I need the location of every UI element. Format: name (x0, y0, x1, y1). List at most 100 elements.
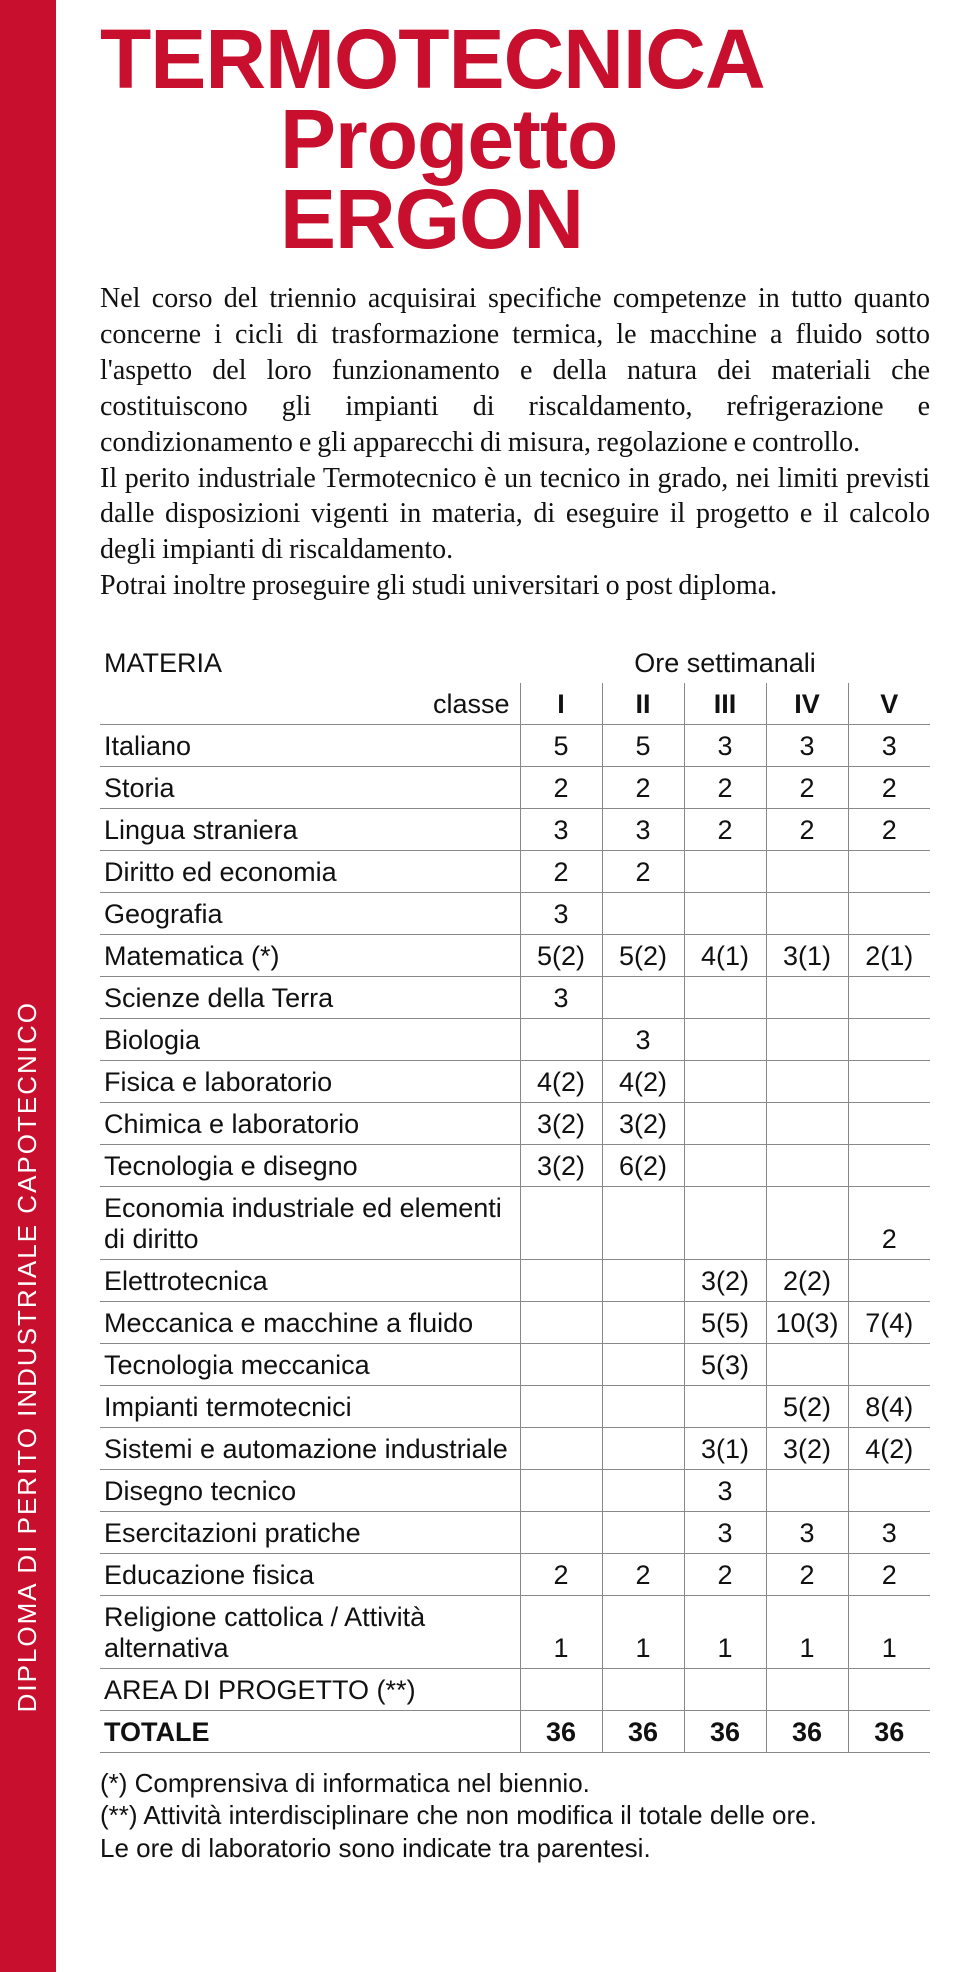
value-cell (602, 1511, 684, 1553)
hdr-roman-1: I (520, 683, 602, 725)
value-cell: 4(1) (684, 934, 766, 976)
intro-text: Nel corso del triennio acquisirai specif… (100, 281, 930, 603)
value-cell: 2 (602, 766, 684, 808)
table-row: Tecnologia meccanica5(3) (100, 1343, 930, 1385)
value-cell (520, 1469, 602, 1511)
hdr-classe: classe (100, 683, 520, 725)
value-cell (602, 1259, 684, 1301)
subject-cell: Storia (100, 766, 520, 808)
value-cell (602, 1343, 684, 1385)
value-cell (684, 1668, 766, 1710)
subject-cell: Disegno tecnico (100, 1469, 520, 1511)
subject-cell: Tecnologia e disegno (100, 1144, 520, 1186)
footnote-b: (**) Attività interdisciplinare che non … (100, 1799, 930, 1832)
value-cell (848, 1668, 930, 1710)
value-cell (848, 1343, 930, 1385)
value-cell: 2 (602, 1553, 684, 1595)
value-cell (848, 1469, 930, 1511)
hdr-roman-5: V (848, 683, 930, 725)
value-cell: 5(3) (684, 1343, 766, 1385)
value-cell: 3 (602, 1018, 684, 1060)
value-cell (520, 1018, 602, 1060)
value-cell (520, 1259, 602, 1301)
page-title-line2: Progetto ERGON (100, 100, 930, 260)
value-cell: 2 (520, 766, 602, 808)
value-cell: 3 (684, 1469, 766, 1511)
value-cell (766, 1186, 848, 1259)
subject-cell: Matematica (*) (100, 934, 520, 976)
value-cell (520, 1427, 602, 1469)
subject-cell: Meccanica e macchine a fluido (100, 1301, 520, 1343)
intro-p3: Potrai inoltre proseguire gli studi univ… (100, 570, 777, 601)
value-cell: 5(2) (520, 934, 602, 976)
page-content: TERMOTECNICA Progetto ERGON Nel corso de… (100, 20, 930, 1864)
value-cell: 3(2) (602, 1102, 684, 1144)
value-cell (684, 1102, 766, 1144)
value-cell: 5(5) (684, 1301, 766, 1343)
value-cell (684, 892, 766, 934)
value-cell (766, 976, 848, 1018)
subject-cell: Educazione fisica (100, 1553, 520, 1595)
sidebar-diploma-label: DIPLOMA DI PERITO INDUSTRIALE CAPOTECNIC… (12, 1001, 43, 1712)
value-cell (602, 1186, 684, 1259)
value-cell: 3(2) (684, 1259, 766, 1301)
value-cell (848, 850, 930, 892)
intro-p1: Nel corso del triennio acquisirai specif… (100, 283, 930, 457)
table-row: Educazione fisica22222 (100, 1553, 930, 1595)
value-cell (684, 850, 766, 892)
value-cell: 5(2) (602, 934, 684, 976)
value-cell (602, 976, 684, 1018)
table-row: Matematica (*)5(2)5(2)4(1)3(1)2(1) (100, 934, 930, 976)
total-4: 36 (766, 1710, 848, 1752)
table-row: Impianti termotecnici5(2)8(4) (100, 1385, 930, 1427)
value-cell: 3(1) (684, 1427, 766, 1469)
value-cell: 5 (520, 724, 602, 766)
footnotes: (*) Comprensiva di informatica nel bienn… (100, 1767, 930, 1865)
value-cell (766, 1668, 848, 1710)
subject-cell: Chimica e laboratorio (100, 1102, 520, 1144)
subject-cell: Impianti termotecnici (100, 1385, 520, 1427)
value-cell: 2 (684, 808, 766, 850)
table-row: Esercitazioni pratiche333 (100, 1511, 930, 1553)
value-cell (684, 1060, 766, 1102)
value-cell (520, 1668, 602, 1710)
value-cell: 2 (766, 766, 848, 808)
table-total-row: TOTALE 36 36 36 36 36 (100, 1710, 930, 1752)
value-cell (848, 892, 930, 934)
subject-cell: Economia industriale ed elementi di diri… (100, 1186, 520, 1259)
value-cell (766, 1018, 848, 1060)
value-cell: 2 (848, 808, 930, 850)
value-cell (520, 1186, 602, 1259)
value-cell (684, 976, 766, 1018)
table-row: Sistemi e automazione industriale3(1)3(2… (100, 1427, 930, 1469)
subject-cell: Fisica e laboratorio (100, 1060, 520, 1102)
subject-cell: Lingua straniera (100, 808, 520, 850)
hdr-ore: Ore settimanali (520, 642, 930, 683)
value-cell: 1 (684, 1595, 766, 1668)
value-cell: 2 (848, 1186, 930, 1259)
table-row: Scienze della Terra3 (100, 976, 930, 1018)
value-cell (766, 1343, 848, 1385)
subject-cell: Biologia (100, 1018, 520, 1060)
table-row: AREA DI PROGETTO (**) (100, 1668, 930, 1710)
value-cell (602, 1469, 684, 1511)
value-cell (602, 1385, 684, 1427)
value-cell: 2 (520, 850, 602, 892)
footnote-c: Le ore di laboratorio sono indicate tra … (100, 1832, 930, 1865)
table-header-row-1: MATERIA Ore settimanali (100, 642, 930, 683)
table-row: Biologia 3 (100, 1018, 930, 1060)
value-cell: 7(4) (848, 1301, 930, 1343)
value-cell: 3 (766, 1511, 848, 1553)
value-cell: 1 (520, 1595, 602, 1668)
footnote-a: (*) Comprensiva di informatica nel bienn… (100, 1767, 930, 1800)
table-row: Disegno tecnico 3 (100, 1469, 930, 1511)
table-row: Lingua straniera33222 (100, 808, 930, 850)
value-cell (520, 1343, 602, 1385)
curriculum-table: MATERIA Ore settimanali classe I II III … (100, 642, 930, 1753)
table-row: Geografia3 (100, 892, 930, 934)
total-3: 36 (684, 1710, 766, 1752)
value-cell: 5(2) (766, 1385, 848, 1427)
value-cell (520, 1385, 602, 1427)
value-cell: 2 (766, 1553, 848, 1595)
value-cell (520, 1301, 602, 1343)
